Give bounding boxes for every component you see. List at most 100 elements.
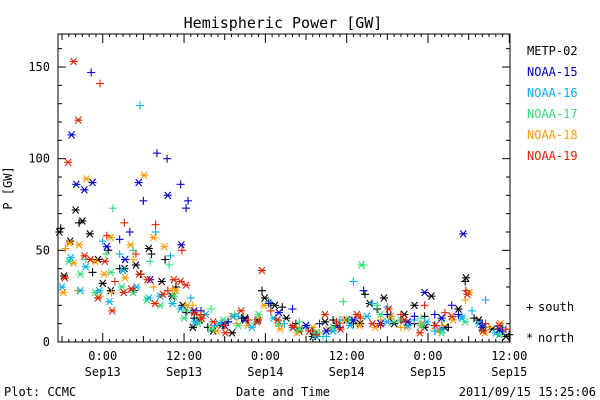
south-marker bbox=[264, 299, 273, 308]
south-marker bbox=[430, 310, 439, 319]
south-marker bbox=[166, 251, 175, 260]
south-marker bbox=[376, 321, 385, 330]
north-marker bbox=[212, 327, 221, 335]
south-marker bbox=[454, 310, 463, 319]
legend-entry: METP-02 bbox=[527, 44, 578, 58]
north-marker bbox=[431, 321, 440, 330]
legend-entry: NOAA-19 bbox=[527, 149, 578, 163]
north-marker bbox=[422, 317, 431, 326]
north-marker bbox=[102, 242, 111, 251]
north-marker bbox=[100, 257, 109, 266]
marker-legend-label: south bbox=[538, 300, 574, 314]
south-marker bbox=[437, 316, 446, 324]
south-marker bbox=[161, 255, 170, 264]
north-marker bbox=[106, 268, 115, 277]
north-marker bbox=[129, 288, 138, 297]
x-axis-label: Date and Time bbox=[236, 385, 330, 399]
north-marker bbox=[127, 284, 136, 293]
north-marker bbox=[400, 316, 409, 324]
north-marker bbox=[134, 178, 143, 187]
north-marker bbox=[478, 327, 487, 335]
north-marker bbox=[384, 305, 393, 313]
south-marker bbox=[207, 305, 216, 313]
north-marker bbox=[121, 255, 130, 264]
north-marker bbox=[329, 327, 338, 335]
north-marker bbox=[254, 310, 263, 319]
north-marker bbox=[169, 275, 178, 284]
north-marker bbox=[67, 130, 76, 139]
north-marker bbox=[180, 314, 189, 323]
north-marker bbox=[260, 294, 269, 302]
south-marker bbox=[481, 295, 490, 304]
x-tick-label-time: 0:00 bbox=[251, 349, 280, 363]
x-tick-label-time: 12:00 bbox=[491, 349, 527, 363]
north-marker bbox=[98, 279, 107, 288]
north-marker bbox=[117, 283, 126, 291]
south-marker bbox=[396, 310, 405, 319]
south-marker bbox=[98, 237, 107, 246]
x-tick-label-date: Sep13 bbox=[166, 365, 202, 379]
north-marker bbox=[156, 301, 165, 310]
north-marker bbox=[59, 288, 68, 297]
north-marker bbox=[463, 290, 472, 299]
footer-timestamp: 2011/09/15 15:25:06 bbox=[459, 385, 596, 399]
north-marker bbox=[171, 286, 180, 295]
north-marker bbox=[88, 178, 97, 187]
south-marker bbox=[163, 286, 172, 295]
north-marker bbox=[66, 253, 75, 262]
north-marker bbox=[72, 180, 81, 189]
north-marker bbox=[221, 328, 230, 337]
north-marker bbox=[229, 312, 238, 321]
north-marker bbox=[108, 306, 117, 315]
x-tick-label-date: Sep14 bbox=[329, 365, 365, 379]
y-tick-label: 100 bbox=[28, 152, 50, 166]
north-marker bbox=[274, 308, 283, 317]
north-marker bbox=[295, 325, 304, 334]
north-marker bbox=[346, 321, 355, 330]
south-marker bbox=[335, 316, 344, 324]
series-legend: METP-02 NOAA-15 NOAA-16 NOAA-17 NOAA-18 NOAA-… bbox=[527, 44, 578, 163]
south-marker bbox=[96, 79, 105, 88]
x-tick-label-date: Sep15 bbox=[491, 365, 527, 379]
south-marker bbox=[183, 306, 192, 315]
north-marker bbox=[368, 319, 377, 328]
north-marker bbox=[495, 321, 504, 330]
south-marker bbox=[420, 301, 429, 310]
south-marker bbox=[115, 250, 124, 258]
north-marker bbox=[121, 273, 130, 282]
north-marker bbox=[459, 229, 468, 238]
south-marker bbox=[447, 301, 456, 310]
north-marker bbox=[149, 233, 158, 242]
north-marker bbox=[131, 261, 140, 269]
north-marker bbox=[159, 290, 168, 299]
south-marker bbox=[102, 250, 111, 258]
north-marker bbox=[119, 288, 128, 297]
north-marker bbox=[197, 314, 206, 323]
north-marker bbox=[457, 314, 466, 323]
south-marker bbox=[163, 154, 172, 163]
south-marker bbox=[146, 257, 155, 266]
north-marker bbox=[93, 294, 102, 302]
south-marker bbox=[315, 319, 324, 328]
south-marker bbox=[257, 286, 266, 295]
north-marker bbox=[58, 283, 67, 291]
south-marker bbox=[244, 316, 253, 324]
legend-entry: NOAA-17 bbox=[527, 107, 578, 121]
x-tick-label-time: 0:00 bbox=[414, 349, 443, 363]
north-marker bbox=[282, 314, 291, 323]
north-marker bbox=[75, 240, 84, 249]
data-markers bbox=[55, 57, 514, 341]
north-marker bbox=[85, 229, 94, 238]
south-marker bbox=[165, 261, 174, 269]
south-marker bbox=[108, 204, 117, 213]
north-marker bbox=[236, 306, 245, 315]
north-marker bbox=[119, 266, 128, 275]
north-marker bbox=[209, 317, 218, 326]
north-marker bbox=[74, 116, 83, 125]
north-marker bbox=[150, 299, 159, 308]
legend-entry: NOAA-18 bbox=[527, 128, 578, 142]
south-marker bbox=[481, 319, 490, 328]
north-marker bbox=[132, 283, 141, 291]
south-marker bbox=[224, 317, 233, 326]
north-marker bbox=[437, 325, 446, 334]
